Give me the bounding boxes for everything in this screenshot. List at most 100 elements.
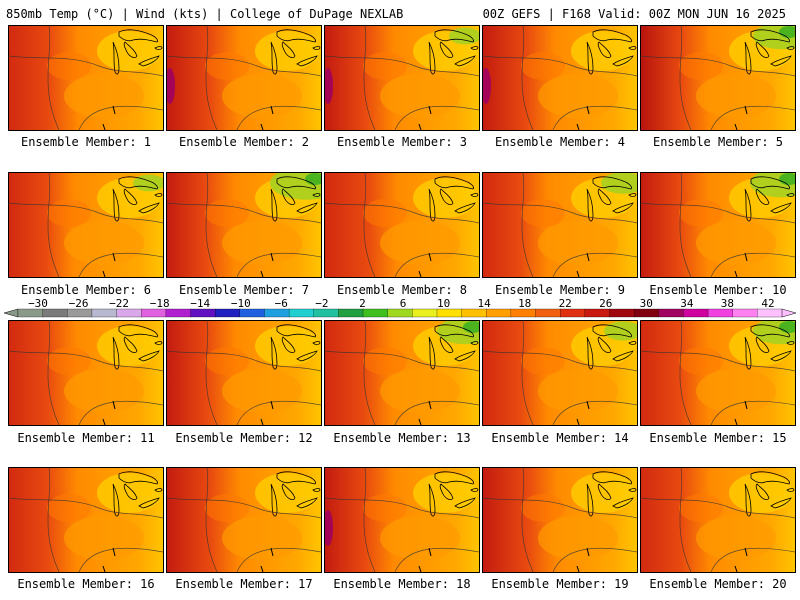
contour-line [710, 547, 795, 572]
contour-line [78, 547, 163, 572]
contour-line [205, 468, 218, 572]
colorbar-tick-label: −30 [28, 297, 48, 310]
contour-line [325, 350, 479, 372]
ensemble-member-label: Ensemble Member: 18 [333, 577, 471, 591]
ensemble-member-label: Ensemble Member: 16 [17, 577, 155, 591]
great-lakes-outline [428, 29, 479, 75]
colorbar-tick-label: 10 [437, 297, 450, 310]
colorbar-tick-label: −26 [69, 297, 89, 310]
colorbar-swatch [141, 308, 167, 318]
wind-barb [576, 547, 590, 572]
contour-line [205, 173, 218, 277]
colorbar-swatch [338, 308, 364, 318]
ensemble-member-label: Ensemble Member: 2 [178, 135, 310, 149]
contour-line [483, 202, 637, 224]
colorbar-tick-label: −2 [315, 297, 328, 310]
ensemble-map-panel [8, 25, 164, 131]
ensemble-map-panel [482, 467, 638, 573]
contour-line [521, 321, 534, 425]
contour-line [552, 105, 637, 130]
contour-line [47, 468, 60, 572]
ensemble-member-label: Ensemble Member: 14 [491, 431, 629, 445]
wind-barb [102, 252, 116, 277]
colorbar-swatch [461, 308, 487, 318]
contour-line [483, 55, 637, 77]
wind-barb [260, 547, 274, 572]
contour-line [552, 400, 637, 425]
colorbar-swatch [658, 308, 684, 318]
colorbar-swatch [535, 308, 561, 318]
wind-barb [418, 400, 432, 425]
colorbar-swatch [757, 308, 783, 318]
colorbar-swatch [67, 308, 93, 318]
contour-line [236, 400, 321, 425]
colorbar-tick-label: 2 [359, 297, 366, 310]
great-lakes-outline [112, 176, 163, 222]
wind-barb [418, 105, 432, 130]
contour-line [394, 547, 479, 572]
ensemble-member-label: Ensemble Member: 17 [175, 577, 313, 591]
great-lakes-outline [270, 29, 321, 75]
colorbar-swatch [91, 308, 118, 318]
contour-line [78, 105, 163, 130]
great-lakes-outline [744, 29, 795, 75]
wind-barb [102, 547, 116, 572]
ensemble-member-label: Ensemble Member: 1 [20, 135, 152, 149]
ensemble-map-panel [8, 467, 164, 573]
ensemble-map-panel [8, 320, 164, 426]
contour-line [78, 252, 163, 277]
ensemble-map-panel [640, 25, 796, 131]
contour-line [167, 350, 321, 372]
contour-line [47, 26, 60, 130]
hot-core-region [325, 68, 333, 104]
colorbar-swatch [288, 308, 315, 318]
colorbar-tick-label: 14 [477, 297, 491, 310]
contour-line [394, 400, 479, 425]
contour-line [236, 105, 321, 130]
colorbar-swatch [584, 308, 611, 318]
great-lakes-outline [428, 471, 479, 517]
contour-line [363, 173, 376, 277]
colorbar-tick-label: −22 [109, 297, 129, 310]
ensemble-map-panel [166, 320, 322, 426]
temperature-map [483, 321, 637, 425]
ensemble-member-label: Ensemble Member: 15 [649, 431, 787, 445]
wind-barb [734, 252, 748, 277]
ensemble-map-panel [482, 320, 638, 426]
wind-barb [418, 547, 432, 572]
contour-line [363, 26, 376, 130]
ensemble-member-label: Ensemble Member: 8 [336, 283, 468, 297]
ensemble-member-label: Ensemble Member: 13 [333, 431, 471, 445]
ensemble-member-label: Ensemble Member: 3 [336, 135, 468, 149]
hot-core-region [483, 68, 491, 104]
contour-line [47, 173, 60, 277]
wind-barb [418, 252, 432, 277]
great-lakes-outline [270, 176, 321, 222]
colorbar-swatch [313, 308, 339, 318]
contour-line [325, 55, 479, 77]
header-run-info: 00Z GEFS | F168 Valid: 00Z MON JUN 16 20… [482, 7, 786, 21]
contour-line [325, 202, 479, 224]
contour-line [205, 321, 218, 425]
contour-line [9, 497, 163, 519]
contour-line [521, 173, 534, 277]
colorbar-swatch [510, 308, 537, 318]
ensemble-map-panel [640, 320, 796, 426]
temperature-map [641, 321, 795, 425]
great-lakes-outline [428, 176, 479, 222]
colorbar-tick-label: −18 [150, 297, 170, 310]
colorbar-swatch [17, 308, 44, 318]
great-lakes-outline [112, 471, 163, 517]
temperature-map [483, 468, 637, 572]
wind-barb [260, 400, 274, 425]
colorbar-swatch [264, 308, 290, 318]
wind-barb [102, 400, 116, 425]
great-lakes-outline [270, 471, 321, 517]
contour-line [167, 202, 321, 224]
contour-line [552, 252, 637, 277]
ensemble-member-label: Ensemble Member: 12 [175, 431, 313, 445]
ensemble-member-label: Ensemble Member: 11 [17, 431, 155, 445]
contour-line [641, 55, 795, 77]
colorbar-swatch [609, 308, 635, 318]
ensemble-member-label: Ensemble Member: 7 [178, 283, 310, 297]
